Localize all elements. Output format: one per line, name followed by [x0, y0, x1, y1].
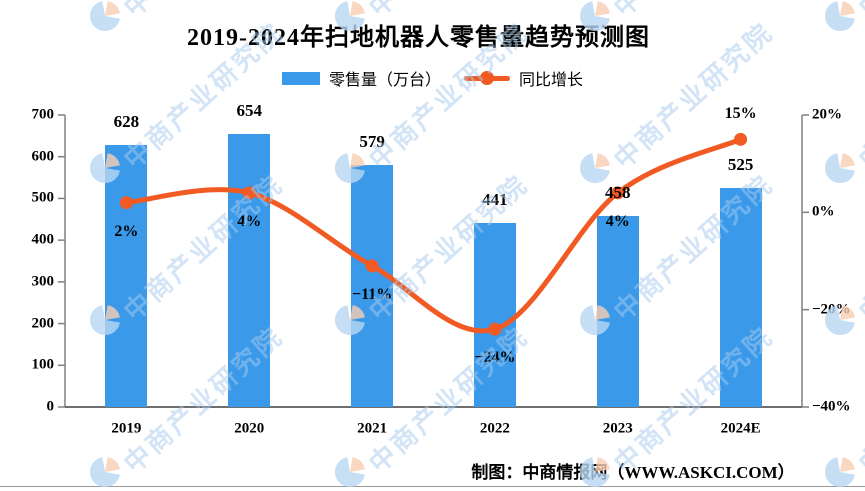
bar-2019 [105, 145, 148, 407]
legend-line-marker-icon [480, 71, 494, 85]
legend-line-label: 同比增长 [519, 72, 584, 89]
line-marker-2021 [365, 259, 379, 273]
y-axis-left-tick-label: 400 [31, 231, 55, 248]
line-marker-2023 [611, 186, 625, 200]
x-axis-label-2022: 2022 [479, 420, 510, 437]
footer-credit: 制图：中商情报网（WWW.ASKCI.COM） [471, 463, 795, 482]
bar-value-label-2022: 441 [482, 190, 508, 210]
legend: 零售量（万台） 同比增长 [0, 66, 865, 90]
y-axis-right-tick-label: 0% [812, 203, 835, 220]
line-point-label-2019: 2% [114, 222, 139, 240]
x-axis-label-2020: 2020 [234, 420, 265, 437]
bar-value-label-2020: 654 [236, 101, 263, 121]
line-point-label-2021: −11% [351, 285, 393, 303]
bar-2021 [351, 165, 394, 407]
bar-2022 [473, 223, 516, 407]
line-marker-2024E [734, 132, 748, 146]
y-axis-left-tick-label: 100 [31, 356, 55, 373]
y-axis-left-tick-label: 200 [31, 315, 55, 332]
line-point-label-2023: 4% [605, 212, 630, 230]
line-marker-2019 [119, 196, 133, 210]
bar-value-label-2019: 628 [113, 112, 140, 132]
line-point-label-2024E: 15% [724, 105, 757, 123]
y-axis-left-tick-label: 300 [31, 273, 55, 290]
bottom-divider [0, 486, 865, 487]
y-axis-left-tick-label: 0 [46, 398, 55, 415]
y-axis-left-tick-label: 500 [31, 189, 55, 206]
line-marker-2022 [488, 322, 502, 336]
x-axis-label-2021: 2021 [357, 420, 388, 437]
x-axis-label-2019: 2019 [111, 420, 142, 437]
legend-bar-swatch [281, 71, 320, 85]
chart-title: 2019-2024年扫地机器人零售量趋势预测图 [187, 25, 650, 51]
x-axis-label-2024E: 2024E [720, 420, 761, 437]
bar-2020 [228, 134, 271, 407]
line-point-label-2020: 4% [237, 212, 262, 230]
legend-line-swatch [464, 71, 510, 85]
line-point-label-2022: −24% [474, 349, 516, 367]
y-axis-left-tick-label: 700 [31, 106, 55, 123]
y-axis-left-tick-label: 600 [31, 148, 55, 165]
y-axis-right-tick-label: −20% [812, 301, 851, 318]
bar-value-label-2023: 458 [605, 182, 631, 202]
legend-bar-label: 零售量（万台） [328, 72, 441, 89]
line-marker-2020 [242, 186, 256, 200]
x-axis-label-2023: 2023 [602, 420, 633, 437]
y-axis-right-tick-label: 20% [812, 106, 842, 123]
bar-value-label-2021: 579 [359, 132, 385, 152]
y-axis-right-tick-label: −40% [812, 398, 851, 415]
bar-value-label-2024E: 525 [727, 155, 754, 174]
bar-2024E [719, 188, 762, 407]
